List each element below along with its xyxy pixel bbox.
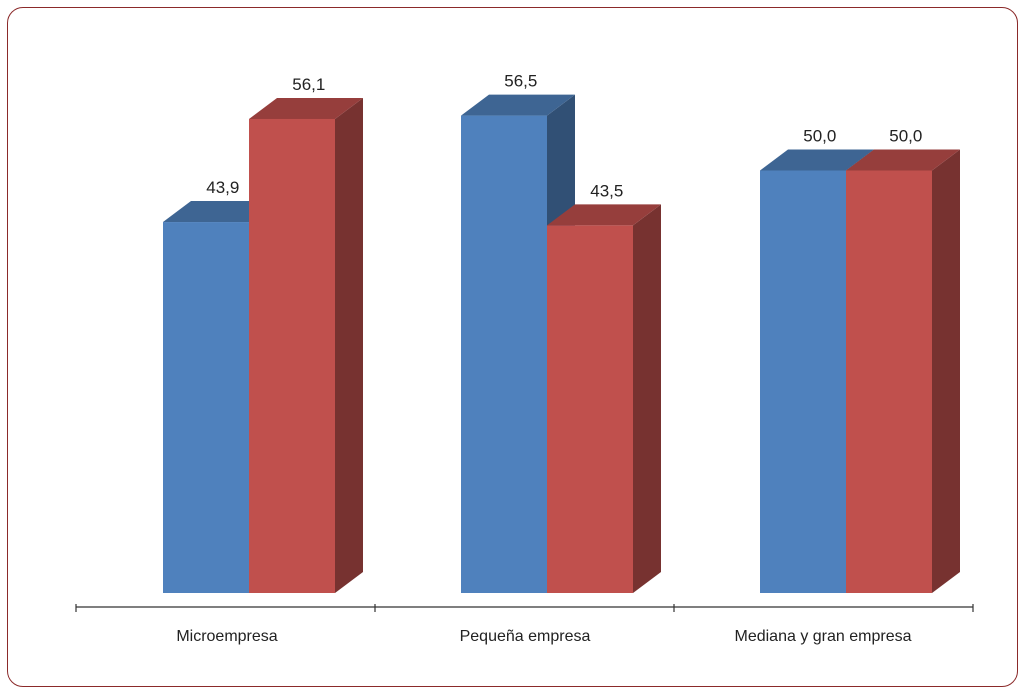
- data-label: 56,1: [292, 75, 325, 94]
- bar-side-face: [932, 149, 960, 593]
- bar-top-face: [461, 94, 575, 116]
- bars-layer: [163, 94, 960, 594]
- bar-front-face: [249, 118, 335, 593]
- bar-front-face: [163, 222, 249, 594]
- bar-top-face: [163, 201, 277, 223]
- category-label: Pequeña empresa: [460, 628, 591, 645]
- bar: [249, 97, 363, 593]
- value-labels: 43,9 56,1 56,5 43,5 50,0 50,0: [206, 72, 922, 201]
- category-labels: Microempresa Pequeña empresa Mediana y g…: [176, 628, 911, 645]
- bar-front-face: [547, 225, 633, 594]
- data-label: 50,0: [803, 127, 836, 146]
- bar-front-face: [760, 170, 846, 593]
- bar-front-face: [461, 115, 547, 593]
- bar: [547, 204, 661, 594]
- bar-top-face: [249, 97, 363, 119]
- category-label: Mediana y gran empresa: [735, 628, 912, 645]
- category-label: Microempresa: [176, 628, 277, 645]
- bar-front-face: [846, 170, 932, 593]
- bar: [846, 149, 960, 593]
- data-label: 50,0: [889, 127, 922, 146]
- bar-side-face: [633, 204, 661, 594]
- data-label: 43,9: [206, 178, 239, 197]
- data-label: 43,5: [590, 181, 623, 200]
- x-axis-ticks: [75, 604, 974, 612]
- bar-side-face: [335, 97, 363, 593]
- data-label: 56,5: [504, 72, 537, 91]
- bar-top-face: [547, 204, 661, 226]
- bar-top-face: [846, 149, 960, 171]
- bar-top-face: [760, 149, 874, 171]
